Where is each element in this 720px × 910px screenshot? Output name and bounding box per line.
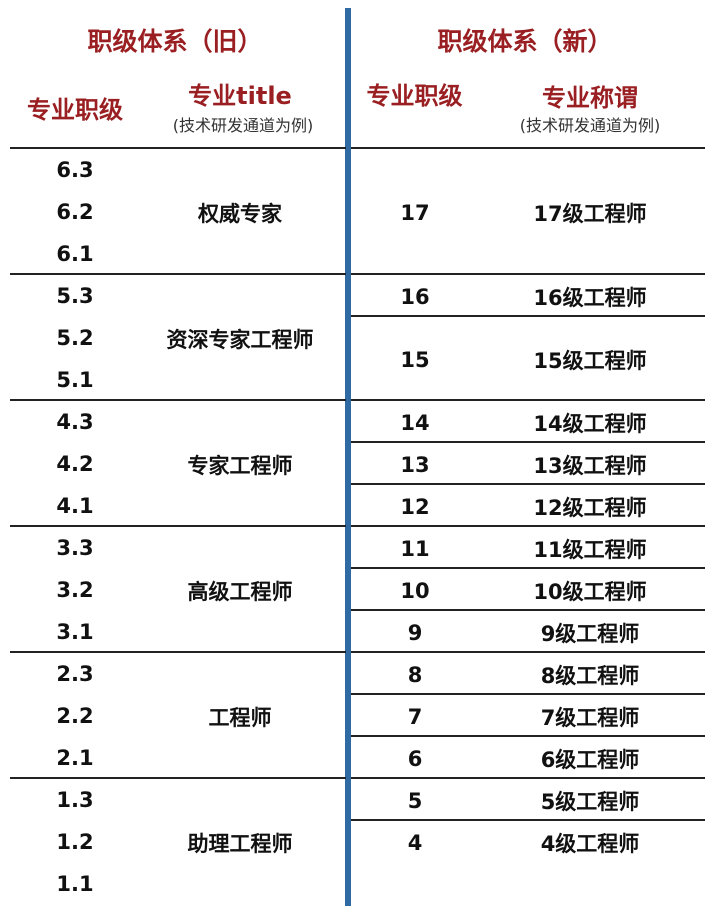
row-divider (351, 819, 705, 821)
group-divider (10, 651, 346, 653)
old-title-cell: 权威专家 (198, 202, 282, 226)
new-title-cell: 9级工程师 (540, 622, 640, 646)
new-title-cell: 5级工程师 (540, 790, 640, 814)
new-level-cell: 17 (400, 201, 430, 225)
row-divider (351, 483, 705, 485)
new-system-title: 职级体系（新） (437, 27, 613, 56)
new-col-title-note: (技术研发通道为例) (519, 116, 661, 135)
old-level-cell: 2.3 (56, 662, 94, 686)
group-divider (10, 777, 346, 779)
old-level-cell: 6.1 (56, 242, 94, 266)
new-level-cell: 6 (407, 747, 423, 771)
new-title-cell: 17级工程师 (533, 202, 647, 226)
old-level-cell: 3.1 (56, 620, 94, 644)
new-title-cell: 11级工程师 (533, 538, 647, 562)
row-divider (351, 609, 705, 611)
new-title-cell: 4级工程师 (540, 832, 640, 856)
new-level-cell: 10 (400, 579, 430, 603)
new-title-cell: 8级工程师 (540, 664, 640, 688)
old-system-title: 职级体系（旧） (87, 27, 263, 56)
old-level-cell: 3.2 (56, 578, 94, 602)
old-title-cell: 高级工程师 (187, 580, 293, 604)
new-level-cell: 7 (407, 705, 423, 729)
new-title-cell: 10级工程师 (533, 580, 647, 604)
old-title-cell: 工程师 (208, 706, 272, 730)
old-col-title-note: (技术研发通道为例) (172, 116, 314, 135)
old-col-level-header: 专业职级 (27, 96, 123, 124)
new-level-cell: 11 (400, 537, 430, 561)
new-title-cell: 12级工程师 (533, 496, 647, 520)
row-divider (351, 735, 705, 737)
old-level-cell: 3.3 (56, 536, 94, 560)
group-divider (10, 147, 346, 149)
new-title-cell: 13级工程师 (533, 454, 647, 478)
old-level-cell: 4.2 (56, 452, 94, 476)
group-divider (10, 273, 346, 275)
new-level-cell: 15 (400, 348, 430, 372)
row-divider (351, 651, 705, 653)
new-level-cell: 5 (407, 789, 423, 813)
new-level-cell: 14 (400, 411, 430, 435)
old-title-cell: 专家工程师 (187, 454, 293, 478)
old-level-cell: 1.3 (56, 788, 94, 812)
new-title-cell: 15级工程师 (533, 349, 647, 373)
row-divider (351, 315, 705, 317)
new-col-level-header: 专业职级 (366, 82, 463, 110)
row-divider (351, 777, 705, 779)
new-level-cell: 4 (407, 831, 423, 855)
old-col-title-header: 专业title (188, 82, 292, 110)
new-col-title-header: 专业称谓 (542, 84, 638, 112)
old-level-cell: 4.1 (56, 494, 94, 518)
old-level-cell: 4.3 (56, 410, 94, 434)
row-divider (351, 147, 705, 149)
new-level-cell: 12 (400, 495, 430, 519)
old-level-cell: 2.2 (56, 704, 94, 728)
old-level-cell: 5.2 (56, 326, 94, 350)
column-divider (345, 8, 351, 906)
new-title-cell: 14级工程师 (533, 412, 647, 436)
old-level-cell: 5.3 (56, 284, 94, 308)
row-divider (351, 693, 705, 695)
new-title-cell: 16级工程师 (533, 286, 647, 310)
group-divider (10, 399, 346, 401)
old-title-cell: 助理工程师 (187, 832, 293, 856)
old-level-cell: 6.2 (56, 200, 94, 224)
old-level-cell: 1.2 (56, 830, 94, 854)
old-title-cell: 资深专家工程师 (166, 328, 314, 352)
group-divider (10, 525, 346, 527)
row-divider (351, 441, 705, 443)
new-level-cell: 16 (400, 285, 430, 309)
new-level-cell: 13 (400, 453, 430, 477)
new-title-cell: 6级工程师 (540, 748, 640, 772)
row-divider (351, 525, 705, 527)
old-level-cell: 6.3 (56, 158, 94, 182)
row-divider (351, 399, 705, 401)
row-divider (351, 273, 705, 275)
old-level-cell: 1.1 (56, 872, 94, 896)
new-level-cell: 8 (407, 663, 423, 687)
old-level-cell: 2.1 (56, 746, 94, 770)
row-divider (351, 567, 705, 569)
old-level-cell: 5.1 (56, 368, 94, 392)
new-title-cell: 7级工程师 (540, 706, 640, 730)
new-level-cell: 9 (407, 621, 423, 645)
